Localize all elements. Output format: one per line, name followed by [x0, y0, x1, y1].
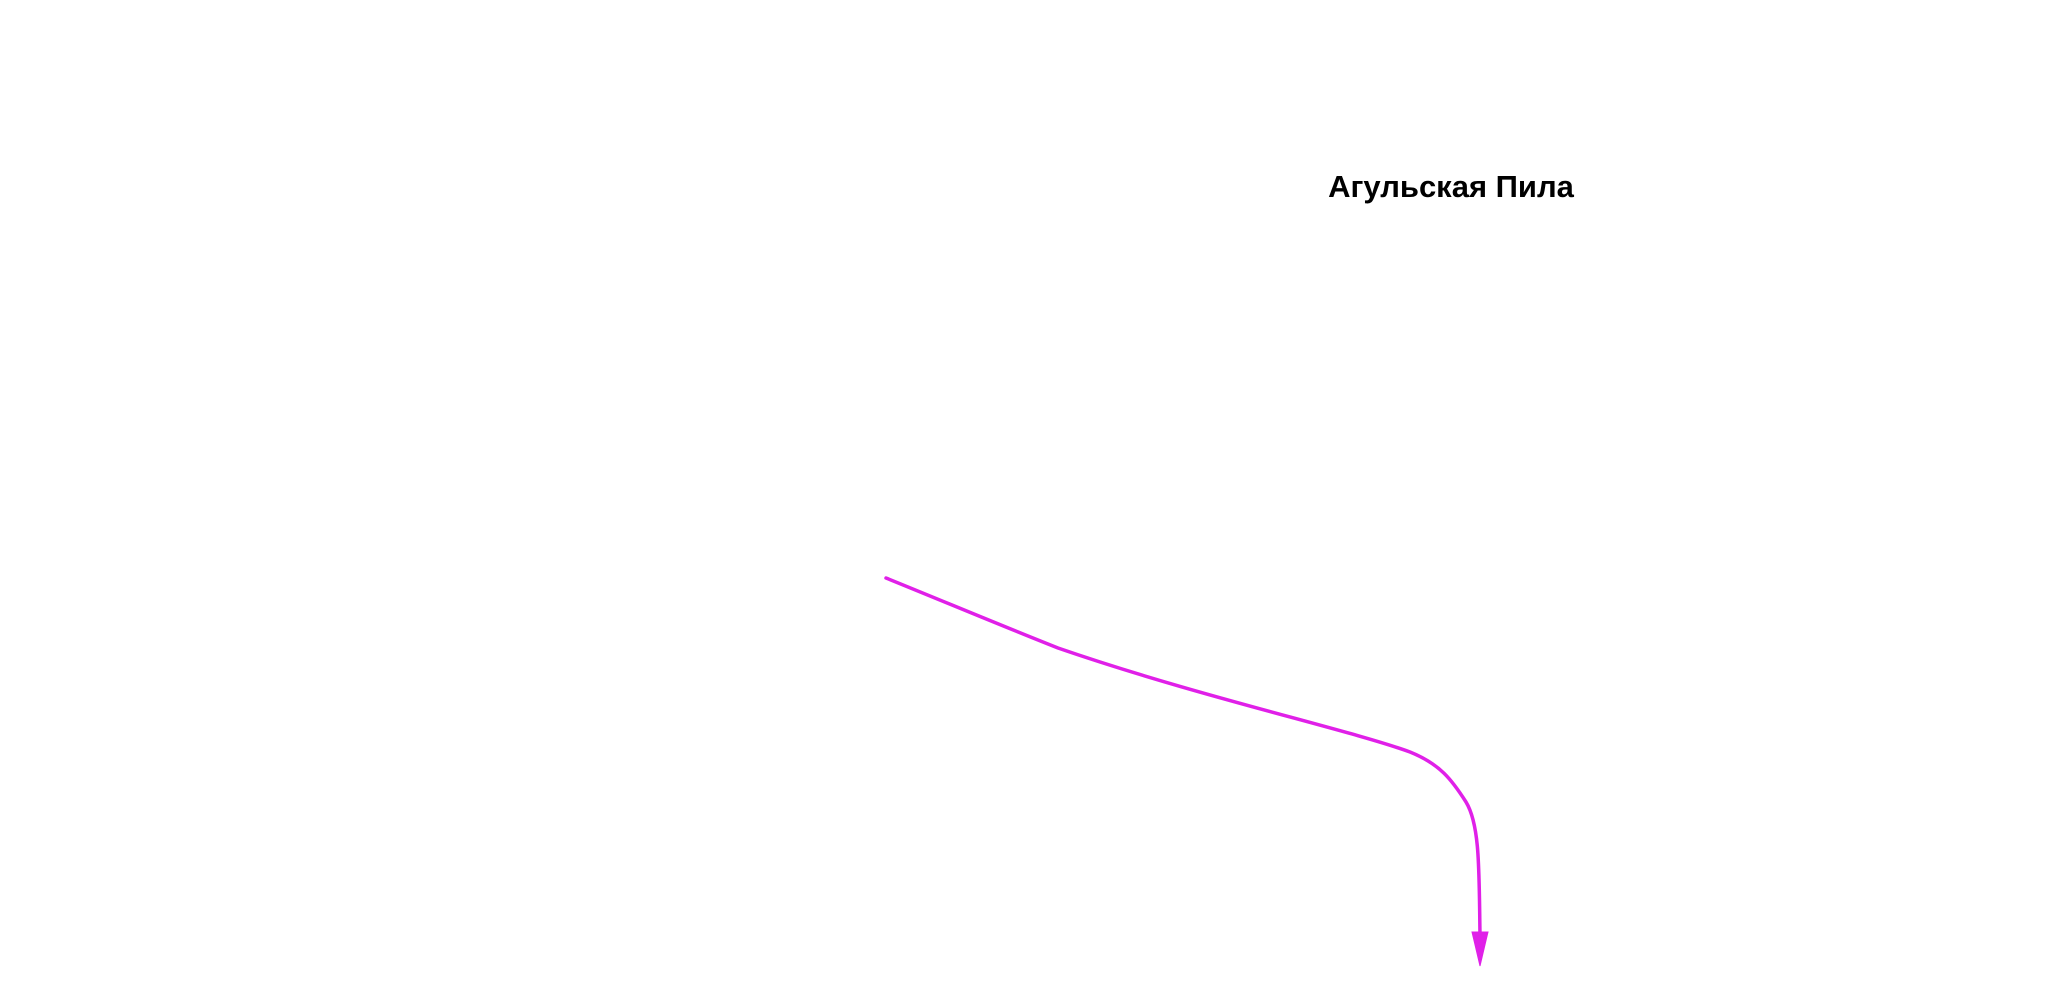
route-arrowhead — [1471, 931, 1489, 967]
route-line — [884, 576, 1482, 937]
place-label: Агульская Пила — [1328, 169, 1575, 204]
